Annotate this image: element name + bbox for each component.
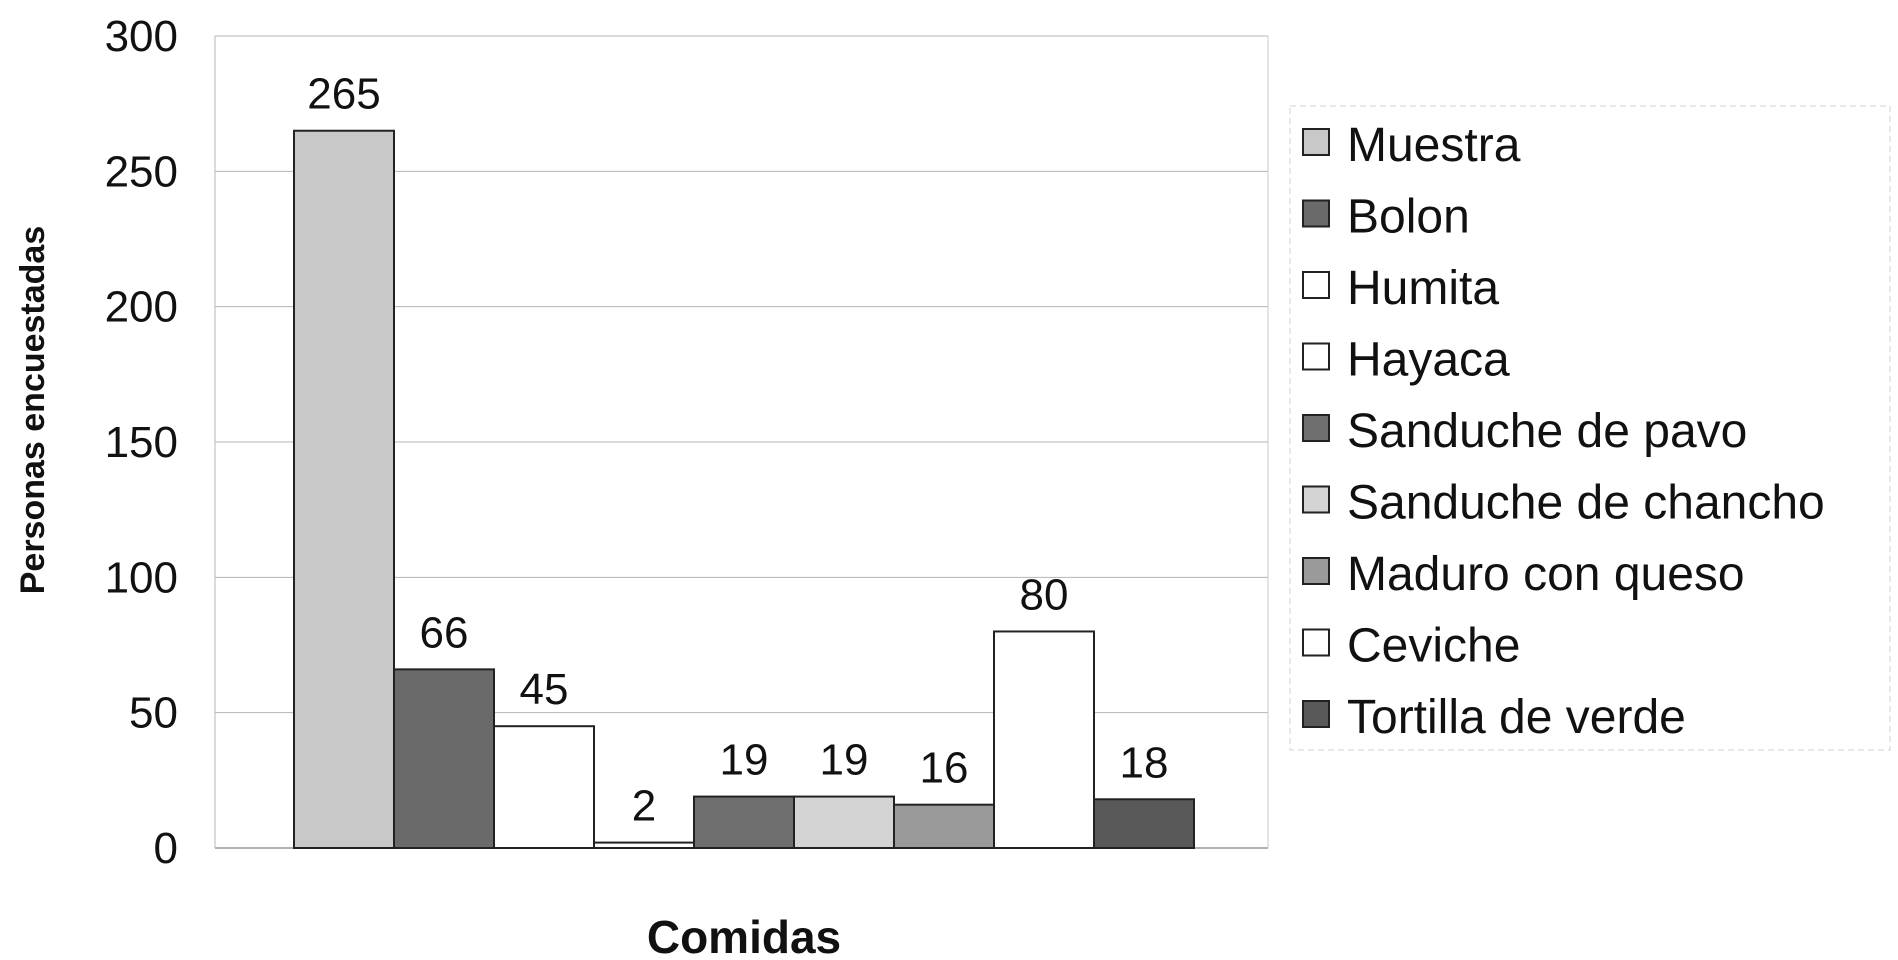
data-label: 66 [420,608,469,657]
legend-swatch [1302,628,1330,657]
bar-ceviche [993,630,1095,850]
bar-maduro-con-queso [893,803,995,850]
legend-label: Muestra [1347,119,1521,172]
legend-swatch [1302,485,1330,514]
bar-bolon [393,668,495,849]
y-axis-title: Personas encuestadas [14,226,52,595]
data-label: 45 [520,665,569,714]
y-tick-label: 300 [105,12,178,61]
legend-swatch [1302,414,1330,442]
legend-label: Tortilla de verde [1347,691,1686,744]
legend-swatch [1302,271,1330,299]
legend-swatch [1302,700,1330,728]
legend-swatch [1302,199,1330,228]
bar-sanduche-de-pavo [693,795,795,849]
bar-sanduche-de-chancho [793,795,895,849]
x-axis-title: Comidas [647,911,841,960]
y-tick-label: 100 [105,553,178,602]
legend-border [1289,105,1891,751]
bar-tortilla-de-verde [1093,798,1195,850]
bar-muestra [293,129,395,849]
legend-label: Hayaca [1347,334,1510,387]
legend-swatch [1302,128,1330,156]
data-label: 2 [632,782,656,831]
data-label: 16 [920,744,969,793]
bar-humita [493,725,595,850]
legend-label: Bolon [1347,191,1470,244]
legend-label: Sanduche de pavo [1347,405,1747,458]
plot-area: 0 50 100 150 200 250 300 [105,12,1269,873]
y-tick-label: 200 [105,283,178,332]
bars-group [293,129,1195,850]
legend: Muestra Bolon Humita Hayaca Sanduche de pavo… [1289,105,1891,751]
legend-label: Ceviche [1347,620,1520,673]
data-label: 19 [820,736,869,785]
data-label: 265 [307,70,380,119]
y-tick-label: 150 [105,418,178,467]
legend-swatch [1302,342,1330,371]
data-label: 18 [1120,738,1169,787]
legend-label: Humita [1347,262,1499,315]
bar-hayaca [593,841,695,850]
y-tick-label: 50 [129,689,178,738]
data-labels-group: 265 66 45 2 19 19 16 80 18 [307,70,1168,831]
legend-label: Sanduche de chancho [1347,477,1825,530]
y-tick-label: 250 [105,147,178,196]
data-label: 19 [720,736,769,785]
legend-swatch [1302,557,1330,585]
data-label: 80 [1020,570,1069,619]
legend-label: Maduro con queso [1347,548,1745,601]
y-tick-label: 0 [154,824,178,873]
